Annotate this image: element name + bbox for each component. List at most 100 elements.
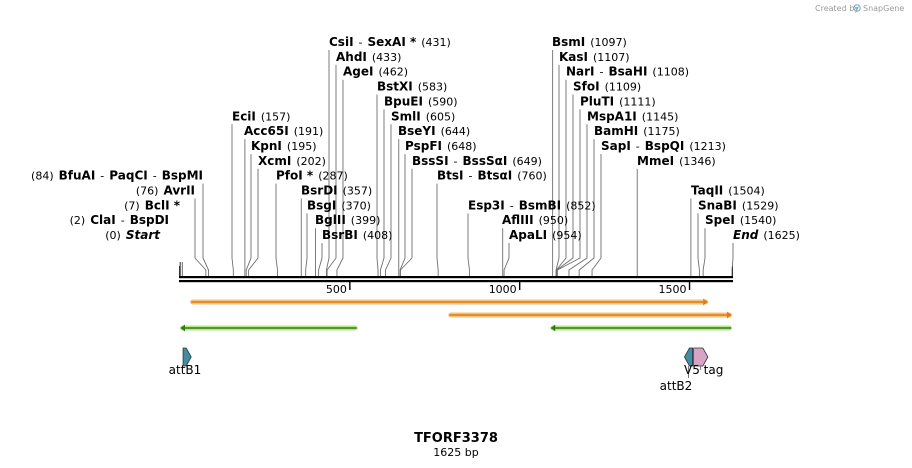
cut-site-position: - [100,170,104,183]
cut-site-label: BamHI (1175) [594,124,680,138]
cut-site-enzyme: BspMI [162,169,203,183]
cut-site-label: BstXI (583) [377,80,447,94]
cut-site-label: End (1625) [733,228,800,242]
cut-site-enzyme: BsmI [552,35,585,49]
cut-site-line [194,198,207,276]
feature-glyphs: attB1 attB2 V5 tag [169,347,723,393]
cut-site-line [568,124,588,276]
cut-site-enzyme: BpuEI [384,94,423,108]
cut-site-label: ApaLI (954) [509,228,582,242]
cut-site-label: BsrDI (357) [301,184,372,198]
orf-arrowhead [703,298,708,306]
cut-site-enzyme: EciI [232,109,256,123]
cut-site-enzyme: KpnI [251,139,282,153]
cut-site-label: AflIII (950) [502,213,568,227]
cut-site-line [436,183,439,276]
feature-label: attB2 [660,379,693,393]
cut-site-label: Esp3I - BsmBI (852) [468,198,596,212]
feature-arrow [683,347,693,367]
scale-tick-label: 1500 [659,283,687,296]
cut-site-position: (648) [447,140,477,153]
snapgene-logo-icon [853,4,861,12]
cut-site-line [503,243,510,276]
cut-site-line [376,94,379,276]
cut-site-enzyme: CsiI [329,35,354,49]
cut-site-position: - [153,170,157,183]
cut-site-label: TaqII (1504) [691,184,765,198]
cut-site-label: SpeI (1540) [705,213,776,227]
feature-label: attB1 [169,363,202,377]
cut-site-enzyme: Esp3I [468,198,505,212]
cut-site-line [275,183,278,276]
cut-site-position: (1529) [742,199,779,212]
cut-site-enzyme: BspDI [130,213,169,227]
cut-site-label: SnaBI (1529) [698,198,778,212]
cut-site-label: PspFI (648) [405,139,477,153]
cut-site-label: XcmI (202) [258,154,326,168]
orf-arrow [448,311,732,319]
cut-site-enzyme: MmeI [637,154,674,168]
cut-site-position: (950) [539,214,569,227]
cut-site-position: (1145) [642,110,679,123]
cut-site-line [248,168,259,276]
cut-site-position: (852) [566,199,596,212]
cut-site-label: BsrBI (408) [322,228,392,242]
cut-site-enzyme: XcmI [258,154,291,168]
cut-site-position: - [121,214,125,227]
feature: attB2 [660,347,693,393]
cut-site-label: BssSI - BssSαI (649) [412,154,542,168]
cut-site-position: (605) [426,110,456,123]
cut-site-position: (1625) [763,229,800,242]
cut-site-lines [179,50,734,276]
cut-site-line [305,213,308,276]
cut-site-label: (76) AvrII [136,184,195,198]
cut-site-position: (195) [287,140,317,153]
orf-arrow [550,324,732,332]
cut-site-position: (0) [105,229,121,242]
cut-site-position: (370) [341,199,371,212]
cut-site-line [245,153,252,276]
orf-arrow [180,324,358,332]
cut-site-enzyme: MspA1I [587,109,637,123]
cut-site-label: MspA1I (1145) [587,109,678,123]
cut-site-enzyme: ApaLI [509,228,547,242]
orf-arrow [190,298,709,306]
cut-site-enzyme: TaqII [691,184,723,198]
cut-site-enzyme: PluTI [580,94,614,108]
cut-site-position: (1175) [643,125,680,138]
cut-site-line [697,213,700,276]
cut-site-line [379,109,385,276]
feature-arrow [693,347,709,367]
cut-site-line [731,243,734,276]
cut-site-position: (1107) [593,51,630,64]
cut-site-line [385,124,392,276]
cut-site-enzyme: AflIII [502,213,534,227]
cut-site-enzyme: BsrBI [322,228,358,242]
cut-site-position: (644) [441,125,471,138]
cut-site-line [556,109,581,276]
cut-site-label: BpuEI (590) [384,94,458,108]
cut-site-label: BseYI (644) [398,124,470,138]
cut-site-label: SfoI (1109) [573,80,641,94]
cut-site-position: (408) [363,229,393,242]
cut-site-enzyme: BsrDI [301,184,338,198]
cut-site-position: (357) [343,185,373,198]
cut-site-enzyme: PfoI * [276,169,314,183]
cut-site-label: SmlI (605) [391,109,455,123]
cut-site-position: - [510,199,514,212]
cut-site-position: (1111) [619,95,656,108]
orf-bars [180,298,732,332]
cut-site-enzyme: BclI * [145,198,181,212]
cut-site-line [556,94,574,276]
cut-site-label: (84) BfuAI - PaqCI - BspMI [31,169,203,183]
cut-site-line [336,79,344,276]
cut-site-enzyme: AvrII [163,184,195,198]
cut-site-position: (1346) [679,155,716,168]
cut-site-line [325,50,330,276]
cut-site-line [400,168,413,276]
cut-site-line [702,228,706,276]
cut-site-position: (287) [318,170,348,183]
cut-site-position: (76) [136,185,159,198]
cut-site-position: - [636,140,640,153]
